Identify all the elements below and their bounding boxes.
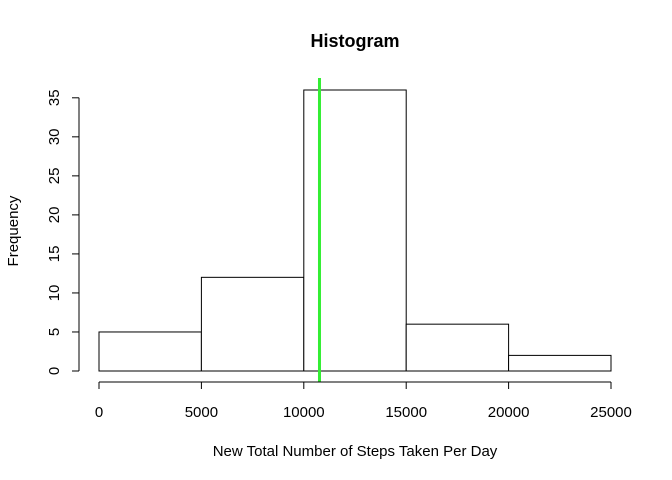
y-tick-label-1: 5 xyxy=(46,328,63,336)
x-tick-label-4: 20000 xyxy=(488,404,530,421)
x-tick-label-0: 0 xyxy=(95,404,103,421)
x-tick-label-2: 10000 xyxy=(283,404,325,421)
chart-title: Histogram xyxy=(310,31,399,51)
x-tick-label-1: 5000 xyxy=(185,404,218,421)
x-tick-label-3: 15000 xyxy=(385,404,427,421)
y-tick-label-6: 30 xyxy=(46,128,63,145)
x-axis: 0 5000 10000 15000 20000 25000 xyxy=(95,381,632,421)
y-tick-label-2: 10 xyxy=(46,285,63,302)
y-tick-label-5: 25 xyxy=(46,168,63,185)
y-tick-label-4: 20 xyxy=(46,207,63,224)
x-axis-label: New Total Number of Steps Taken Per Day xyxy=(213,443,498,460)
histogram-bar-0 xyxy=(98,331,202,372)
histogram-bar-1 xyxy=(200,276,305,372)
y-axis-label: Frequency xyxy=(5,195,22,266)
y-axis: 0 5 10 15 20 25 30 35 xyxy=(46,89,80,375)
y-tick-label-0: 0 xyxy=(46,367,63,375)
y-tick-label-3: 15 xyxy=(46,246,63,263)
bars-group xyxy=(98,89,612,372)
x-tick-label-5: 25000 xyxy=(590,404,632,421)
histogram-bar-3 xyxy=(405,323,510,372)
histogram-bar-4 xyxy=(508,354,612,372)
y-tick-label-7: 35 xyxy=(46,89,63,106)
